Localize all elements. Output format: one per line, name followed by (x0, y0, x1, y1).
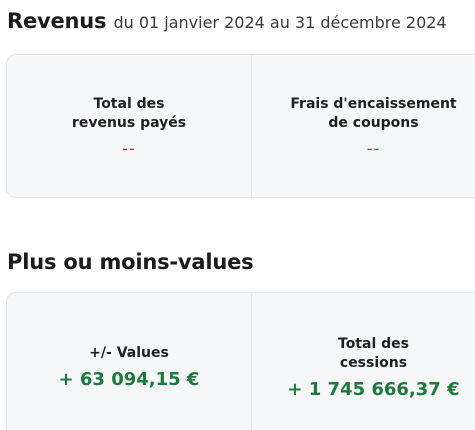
revenus-period: du 01 janvier 2024 au 31 décembre 2024 (113, 13, 447, 32)
frais-encaissement-value: -- (366, 138, 381, 158)
total-revenus-payes-cell: Total des revenus payés -- (7, 55, 251, 197)
plus-moins-values-title: Plus ou moins-values (7, 250, 254, 274)
total-cessions-cell: Total des cessions + 1 745 666,37 € (251, 293, 475, 430)
frais-encaissement-label: Frais d'encaissement de coupons (290, 95, 457, 131)
revenus-title: Revenus (7, 9, 107, 33)
values-label: +/- Values (89, 345, 169, 361)
plus-moins-values-card: +/- Values + 63 094,15 € Total des cessi… (6, 292, 475, 430)
revenus-card: Total des revenus payés -- Frais d'encai… (6, 54, 475, 198)
plus-moins-values-heading: Plus ou moins-values (7, 250, 254, 274)
revenus-heading: Revenus du 01 janvier 2024 au 31 décembr… (7, 9, 447, 33)
total-revenus-payes-label: Total des revenus payés (71, 95, 187, 131)
values-amount: + 63 094,15 € (58, 369, 200, 390)
values-cell: +/- Values + 63 094,15 € (7, 293, 251, 430)
total-revenus-payes-value: -- (122, 138, 136, 158)
frais-encaissement-cell: Frais d'encaissement de coupons -- (251, 55, 475, 197)
total-cessions-label: Total des cessions (338, 335, 409, 371)
total-cessions-amount: + 1 745 666,37 € (287, 378, 460, 400)
